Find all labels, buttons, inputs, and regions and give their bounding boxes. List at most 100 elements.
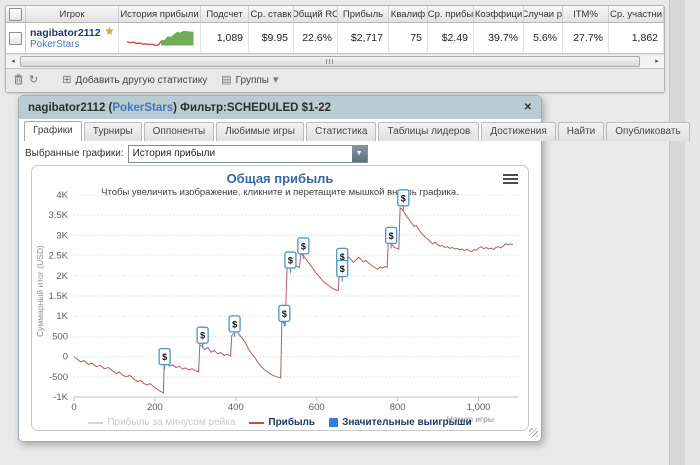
column-header[interactable]: Коэффици bbox=[474, 6, 524, 22]
x-axis-title: Номер игры bbox=[446, 414, 494, 424]
refresh-icon[interactable]: ↻ bbox=[29, 74, 39, 86]
stats-table-header: Игрок История прибыли Подсчет Ср. ставк Общи… bbox=[6, 6, 664, 23]
legend-square-icon bbox=[329, 418, 339, 427]
stat-value-cell: 1,089 bbox=[201, 23, 249, 53]
popup-title: nagibator2112 (PokerStars) Фильтр:SCHEDU… bbox=[28, 101, 332, 114]
close-icon[interactable]: ✕ bbox=[523, 102, 532, 113]
table-toolbar: ↻ ⊞ Добавить другую статистику ▤ Группы … bbox=[6, 68, 664, 92]
svg-text:3.5K: 3.5K bbox=[48, 210, 68, 221]
svg-text:$: $ bbox=[401, 193, 406, 203]
tab-6[interactable]: Таблицы лидеров bbox=[378, 122, 480, 141]
popup-tabs: Графики Турниры Оппоненты Любимые игры Стати… bbox=[19, 119, 690, 141]
popup-titlebar[interactable]: nagibator2112 (PokerStars) Фильтр:SCHEDU… bbox=[19, 96, 541, 119]
table-row: nagibator2112 ★ PokerStars 1,089 $9.95 22.6% $… bbox=[6, 23, 664, 54]
row-checkbox[interactable] bbox=[6, 23, 26, 53]
page-background-edge bbox=[685, 0, 700, 465]
profit-history-sparkline bbox=[119, 23, 201, 53]
svg-text:$: $ bbox=[232, 319, 237, 329]
column-header[interactable]: Игрок bbox=[26, 6, 119, 22]
svg-text:200: 200 bbox=[147, 402, 163, 413]
svg-text:0: 0 bbox=[71, 402, 76, 413]
svg-text:2K: 2K bbox=[56, 271, 68, 282]
column-header[interactable]: Прибыль bbox=[338, 6, 389, 22]
column-header[interactable]: Ср. прибы bbox=[428, 6, 474, 22]
horizontal-scrollbar[interactable]: ◂ ▸ bbox=[6, 54, 664, 68]
svg-text:1.5K: 1.5K bbox=[48, 291, 68, 302]
column-header[interactable]: История прибыли bbox=[119, 6, 201, 22]
stat-value-cell: 27.7% bbox=[563, 23, 609, 53]
svg-text:3K: 3K bbox=[56, 230, 68, 241]
legend-item-big-wins[interactable]: Значительные выигрыши bbox=[329, 417, 472, 428]
player-detail-popup: nagibator2112 (PokerStars) Фильтр:SCHEDU… bbox=[18, 95, 690, 442]
svg-text:600: 600 bbox=[309, 402, 325, 413]
groups-button[interactable]: ▤ Группы ▾ bbox=[217, 73, 282, 88]
chart-subtitle: Чтобы увеличить изображение, кликните и … bbox=[101, 187, 459, 198]
svg-text:-500: -500 bbox=[49, 372, 68, 383]
tab-9[interactable]: Опубликовать bbox=[606, 122, 690, 141]
select-arrow-icon[interactable]: ▼ bbox=[351, 145, 367, 162]
svg-text:1,000: 1,000 bbox=[467, 402, 491, 413]
popup-title-site: PokerStars bbox=[112, 101, 174, 114]
stat-value-cell: 5.6% bbox=[524, 23, 563, 53]
column-header[interactable]: Общий RO bbox=[294, 6, 338, 22]
chart-menu-icon[interactable] bbox=[503, 174, 518, 186]
column-header[interactable]: Случаи р: bbox=[524, 6, 563, 22]
legend-item-net-profit[interactable]: Прибыль за минусом рейка bbox=[88, 417, 235, 428]
player-cell: nagibator2112 ★ PokerStars bbox=[26, 23, 119, 53]
tab-8[interactable]: Найти bbox=[557, 122, 605, 141]
graph-select[interactable]: История прибыли ▼ bbox=[127, 144, 368, 163]
scroll-left-icon[interactable]: ◂ bbox=[11, 58, 15, 65]
tab-2[interactable]: Турниры bbox=[83, 122, 142, 141]
trash-icon[interactable] bbox=[14, 73, 23, 88]
column-header[interactable]: ITM% bbox=[563, 6, 609, 22]
svg-text:500: 500 bbox=[52, 331, 68, 342]
column-header[interactable]: Подсчет bbox=[201, 6, 249, 22]
legend-item-profit[interactable]: Прибыль bbox=[249, 417, 315, 428]
stat-value-cell: 22.6% bbox=[294, 23, 338, 53]
groups-label: Группы bbox=[235, 75, 269, 86]
svg-text:$: $ bbox=[340, 252, 345, 262]
scrollbar-thumb[interactable] bbox=[20, 56, 640, 67]
tab-4[interactable]: Любимые игры bbox=[216, 122, 304, 141]
scroll-right-icon[interactable]: ▸ bbox=[655, 58, 659, 65]
svg-text:-1K: -1K bbox=[53, 392, 68, 403]
svg-text:$: $ bbox=[389, 231, 394, 241]
star-icon: ★ bbox=[105, 26, 114, 38]
select-all-checkbox[interactable] bbox=[6, 6, 26, 22]
svg-text:400: 400 bbox=[228, 402, 244, 413]
stat-value-cell: $9.95 bbox=[249, 23, 294, 53]
stat-value-cell: $2.49 bbox=[428, 23, 474, 53]
svg-text:$: $ bbox=[282, 309, 287, 319]
player-site-link[interactable]: PokerStars bbox=[30, 38, 80, 50]
svg-text:$: $ bbox=[162, 352, 167, 362]
profit-chart[interactable]: Общая прибыль Чтобы увеличить изображени… bbox=[31, 165, 529, 431]
svg-text:2.5K: 2.5K bbox=[48, 251, 68, 262]
chart-title: Общая прибыль bbox=[226, 171, 334, 186]
stat-value-cell: 39.7% bbox=[474, 23, 524, 53]
player-name[interactable]: nagibator2112 bbox=[30, 26, 101, 39]
chevron-down-icon: ▾ bbox=[272, 74, 279, 86]
add-statistic-button[interactable]: ⊞ Добавить другую статистику bbox=[58, 73, 211, 88]
resize-grip-icon[interactable] bbox=[529, 428, 538, 437]
column-header[interactable]: Ср. ставк bbox=[249, 6, 294, 22]
legend-dash-icon bbox=[249, 421, 265, 424]
svg-text:800: 800 bbox=[390, 402, 406, 413]
tab-1[interactable]: Графики bbox=[24, 121, 82, 141]
graph-selector-row: Выбранные графики: История прибыли ▼ bbox=[25, 144, 541, 163]
stat-value-cell: 75 bbox=[389, 23, 428, 53]
stat-value-cell: 1,862 bbox=[609, 23, 664, 53]
column-header[interactable]: Ср. участни bbox=[609, 6, 664, 22]
column-header[interactable]: Квалиф bbox=[389, 6, 428, 22]
svg-text:0: 0 bbox=[63, 352, 68, 363]
add-statistic-icon: ⊞ bbox=[62, 74, 72, 86]
tab-7[interactable]: Достижения bbox=[481, 122, 556, 141]
svg-text:1K: 1K bbox=[56, 311, 68, 322]
add-statistic-label: Добавить другую статистику bbox=[75, 75, 208, 86]
svg-text:4K: 4K bbox=[56, 190, 68, 201]
stat-value-cell: $2,717 bbox=[338, 23, 389, 53]
tab-5[interactable]: Статистика bbox=[305, 122, 377, 141]
groups-icon: ▤ bbox=[221, 74, 232, 86]
tab-3[interactable]: Оппоненты bbox=[143, 122, 215, 141]
